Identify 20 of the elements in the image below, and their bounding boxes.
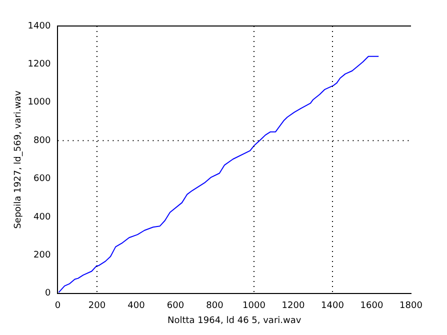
y-tick-label: 600 xyxy=(34,174,51,184)
x-tick-label: 1600 xyxy=(360,301,384,312)
x-tick-label: 800 xyxy=(206,301,224,312)
x-tick-label: 1000 xyxy=(242,301,266,312)
y-axis-title: Sepoila 1927, ld_569, vari.wav xyxy=(14,90,24,229)
x-tick-label: 1200 xyxy=(282,301,305,312)
y-tick-label: 200 xyxy=(34,250,51,261)
x-tick-label: 600 xyxy=(166,301,184,312)
x-tick-label: 0 xyxy=(54,301,61,312)
y-tick-label: 1000 xyxy=(28,98,51,108)
x-tick-label: 400 xyxy=(128,301,146,312)
x-tick-label: 200 xyxy=(88,301,106,312)
y-tick-label: 1400 xyxy=(28,21,51,32)
x-tick-label: 1400 xyxy=(321,301,344,312)
y-tick-label: 0 xyxy=(44,288,51,299)
y-tick-label: 400 xyxy=(34,212,51,222)
x-axis-title: Noltta 1964, ld 46 5, vari.wav xyxy=(167,316,302,326)
x-tick-label: 1800 xyxy=(400,301,423,312)
y-tick-label: 800 xyxy=(34,136,51,146)
y-tick-label: 1200 xyxy=(28,60,51,70)
